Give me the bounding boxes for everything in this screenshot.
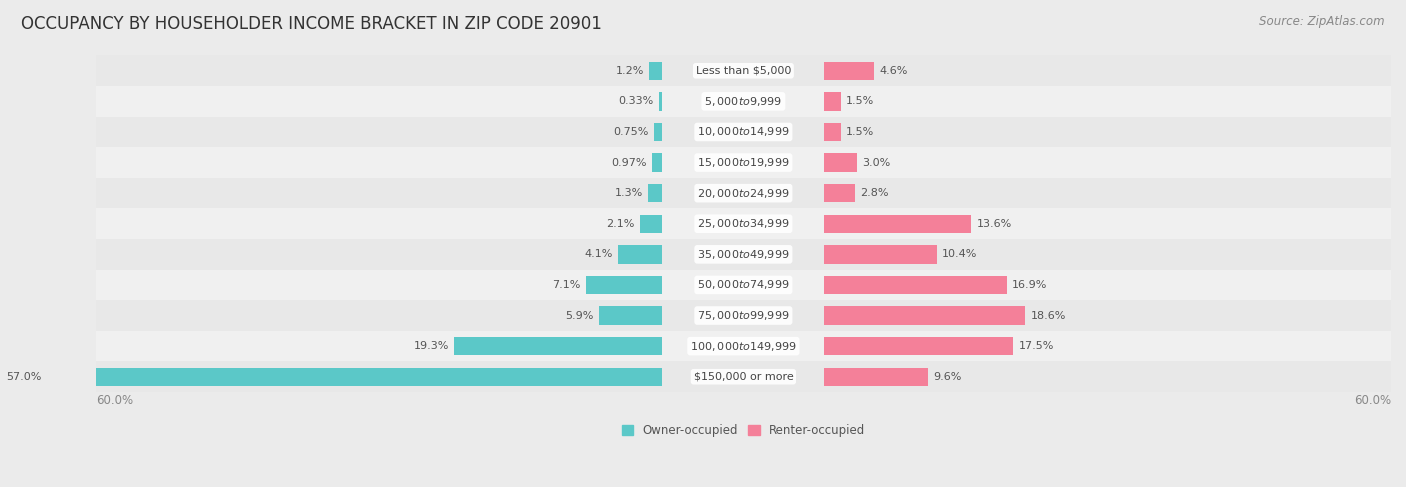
Bar (599, 306, 662, 325)
Bar (824, 153, 856, 172)
Text: $20,000 to $24,999: $20,000 to $24,999 (697, 187, 790, 200)
Bar (640, 215, 662, 233)
Bar (824, 215, 972, 233)
Text: 7.1%: 7.1% (553, 280, 581, 290)
Text: $35,000 to $49,999: $35,000 to $49,999 (697, 248, 790, 261)
Text: 18.6%: 18.6% (1031, 311, 1066, 320)
Text: 2.1%: 2.1% (606, 219, 634, 229)
Text: 13.6%: 13.6% (977, 219, 1012, 229)
Text: 4.1%: 4.1% (585, 249, 613, 260)
Bar (650, 62, 662, 80)
Text: 5.9%: 5.9% (565, 311, 593, 320)
Bar (96, 178, 1391, 208)
Bar (96, 147, 1391, 178)
Text: 4.6%: 4.6% (879, 66, 908, 76)
Text: 10.4%: 10.4% (942, 249, 977, 260)
Text: 60.0%: 60.0% (1354, 394, 1391, 408)
Text: Less than $5,000: Less than $5,000 (696, 66, 792, 76)
Bar (824, 245, 936, 263)
Text: $25,000 to $34,999: $25,000 to $34,999 (697, 217, 790, 230)
Text: 1.3%: 1.3% (614, 188, 643, 198)
Text: 1.2%: 1.2% (616, 66, 644, 76)
Bar (96, 331, 1391, 361)
Bar (654, 123, 662, 141)
Text: $100,000 to $149,999: $100,000 to $149,999 (690, 339, 797, 353)
Text: 9.6%: 9.6% (934, 372, 962, 382)
Text: 0.33%: 0.33% (619, 96, 654, 106)
Bar (96, 86, 1391, 117)
Text: Source: ZipAtlas.com: Source: ZipAtlas.com (1260, 15, 1385, 28)
Bar (824, 184, 855, 202)
Bar (824, 337, 1014, 356)
Legend: Owner-occupied, Renter-occupied: Owner-occupied, Renter-occupied (617, 419, 870, 442)
Bar (824, 92, 841, 111)
Bar (824, 368, 928, 386)
Text: 19.3%: 19.3% (413, 341, 449, 351)
Text: 3.0%: 3.0% (862, 158, 890, 168)
Text: 1.5%: 1.5% (846, 96, 875, 106)
Bar (586, 276, 662, 294)
Text: 0.75%: 0.75% (613, 127, 650, 137)
Bar (824, 62, 875, 80)
Bar (824, 123, 841, 141)
Text: 1.5%: 1.5% (846, 127, 875, 137)
Text: 57.0%: 57.0% (7, 372, 42, 382)
Text: $15,000 to $19,999: $15,000 to $19,999 (697, 156, 790, 169)
Text: $50,000 to $74,999: $50,000 to $74,999 (697, 279, 790, 291)
Text: 60.0%: 60.0% (96, 394, 134, 408)
Bar (652, 153, 662, 172)
Text: $5,000 to $9,999: $5,000 to $9,999 (704, 95, 783, 108)
Text: 17.5%: 17.5% (1018, 341, 1054, 351)
Text: $75,000 to $99,999: $75,000 to $99,999 (697, 309, 790, 322)
Text: $150,000 or more: $150,000 or more (693, 372, 793, 382)
Bar (96, 361, 1391, 392)
Bar (96, 270, 1391, 300)
Bar (659, 92, 662, 111)
Text: 16.9%: 16.9% (1012, 280, 1047, 290)
Text: 0.97%: 0.97% (612, 158, 647, 168)
Bar (619, 245, 662, 263)
Bar (96, 300, 1391, 331)
Bar (648, 184, 662, 202)
Bar (48, 368, 662, 386)
Text: 2.8%: 2.8% (860, 188, 889, 198)
Text: $10,000 to $14,999: $10,000 to $14,999 (697, 126, 790, 138)
Text: OCCUPANCY BY HOUSEHOLDER INCOME BRACKET IN ZIP CODE 20901: OCCUPANCY BY HOUSEHOLDER INCOME BRACKET … (21, 15, 602, 33)
Bar (824, 306, 1025, 325)
Bar (454, 337, 662, 356)
Bar (96, 239, 1391, 270)
Bar (96, 208, 1391, 239)
Bar (96, 117, 1391, 147)
Bar (96, 56, 1391, 86)
Bar (824, 276, 1007, 294)
